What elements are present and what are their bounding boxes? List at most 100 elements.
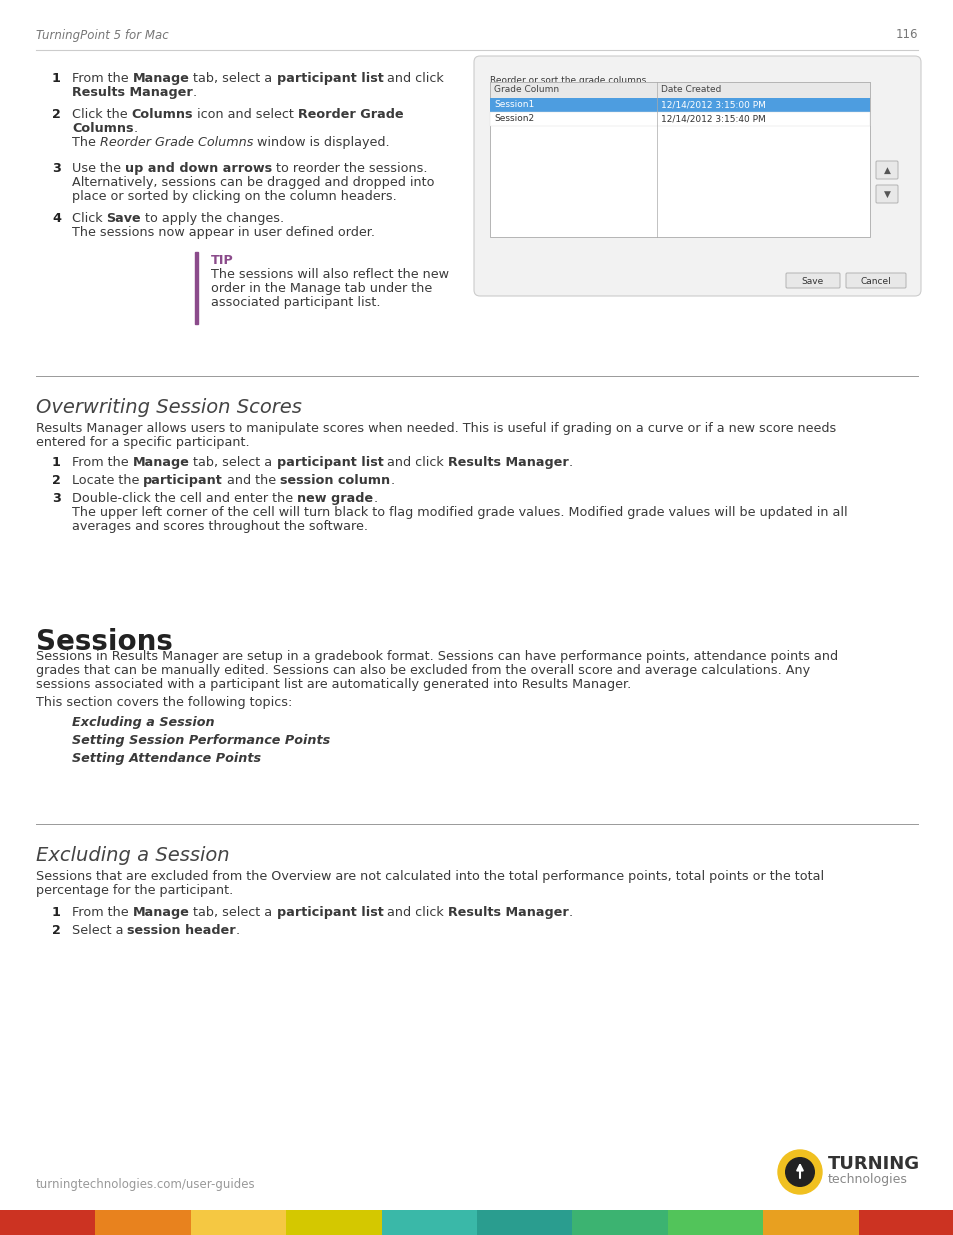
Text: Results Manager: Results Manager (448, 906, 568, 919)
Text: ▼: ▼ (882, 189, 889, 199)
Text: 3: 3 (52, 492, 61, 505)
Text: .: . (133, 122, 137, 135)
Text: 12/14/2012 3:15:40 PM: 12/14/2012 3:15:40 PM (660, 114, 765, 124)
Text: 2: 2 (52, 107, 61, 121)
Text: .: . (236, 924, 240, 937)
Text: From the: From the (71, 456, 132, 469)
Text: Reorder Grade Columns: Reorder Grade Columns (100, 136, 253, 149)
Text: and the: and the (223, 474, 280, 487)
Text: order in the Manage tab under the: order in the Manage tab under the (211, 282, 432, 295)
Text: Save: Save (801, 277, 823, 285)
Text: Setting Attendance Points: Setting Attendance Points (71, 752, 261, 764)
FancyBboxPatch shape (474, 56, 920, 296)
Text: participant list: participant list (276, 456, 383, 469)
Text: .: . (568, 456, 573, 469)
Text: ▲: ▲ (882, 165, 889, 174)
Text: From the: From the (71, 72, 132, 85)
Text: The: The (71, 136, 100, 149)
Text: .: . (390, 474, 395, 487)
Text: Setting Session Performance Points: Setting Session Performance Points (71, 734, 330, 747)
Bar (490, 112, 869, 126)
Text: Grade Column: Grade Column (494, 85, 558, 94)
Text: The sessions will also reflect the new: The sessions will also reflect the new (211, 268, 449, 282)
Text: place or sorted by clicking on the column headers.: place or sorted by clicking on the colum… (71, 190, 396, 203)
Text: Overwriting Session Scores: Overwriting Session Scores (36, 398, 301, 417)
Text: Alternatively, sessions can be dragged and dropped into: Alternatively, sessions can be dragged a… (71, 177, 434, 189)
Text: Use the: Use the (71, 162, 125, 175)
Bar (95, 1210, 192, 1235)
Text: entered for a specific participant.: entered for a specific participant. (36, 436, 250, 450)
FancyBboxPatch shape (875, 161, 897, 179)
Text: Date Created: Date Created (660, 85, 720, 94)
Text: associated participant list.: associated participant list. (211, 296, 380, 309)
Text: 12/14/2012 3:15:00 PM: 12/14/2012 3:15:00 PM (660, 100, 765, 109)
Text: Sessions: Sessions (36, 629, 172, 656)
Text: Manage: Manage (132, 456, 190, 469)
Text: participant list: participant list (276, 906, 383, 919)
Text: Results Manager: Results Manager (71, 86, 193, 99)
Text: technologies: technologies (827, 1173, 907, 1187)
Text: and click: and click (383, 456, 448, 469)
Text: turningtechnologies.com/user-guides: turningtechnologies.com/user-guides (36, 1178, 255, 1191)
Text: grades that can be manually edited. Sessions can also be excluded from the overa: grades that can be manually edited. Sess… (36, 664, 809, 677)
Text: Locate the: Locate the (71, 474, 143, 487)
Text: Save: Save (107, 212, 141, 225)
Text: 3: 3 (52, 162, 61, 175)
Text: 1: 1 (52, 72, 61, 85)
Text: sessions associated with a participant list are automatically generated into Res: sessions associated with a participant l… (36, 678, 631, 692)
Bar (286, 1210, 382, 1235)
Bar (191, 1210, 287, 1235)
Text: Sessions that are excluded from the Overview are not calculated into the total p: Sessions that are excluded from the Over… (36, 869, 823, 883)
Text: 1: 1 (52, 456, 61, 469)
Text: 116: 116 (895, 28, 917, 42)
Text: up and down arrows: up and down arrows (125, 162, 272, 175)
Text: Sessions in Results Manager are setup in a gradebook format. Sessions can have p: Sessions in Results Manager are setup in… (36, 650, 838, 663)
Text: .: . (193, 86, 196, 99)
Text: averages and scores throughout the software.: averages and scores throughout the softw… (71, 520, 368, 534)
Text: participant: participant (143, 474, 223, 487)
Text: session header: session header (128, 924, 236, 937)
Text: TurningPoint 5 for Mac: TurningPoint 5 for Mac (36, 28, 169, 42)
Bar (490, 98, 869, 112)
Text: new grade: new grade (296, 492, 373, 505)
Text: Select a: Select a (71, 924, 128, 937)
Text: percentage for the participant.: percentage for the participant. (36, 884, 233, 897)
Text: Session1: Session1 (494, 100, 534, 109)
Circle shape (785, 1157, 814, 1187)
Bar (667, 1210, 763, 1235)
Bar (0, 1210, 96, 1235)
Text: .: . (568, 906, 573, 919)
Text: 2: 2 (52, 924, 61, 937)
Bar (476, 1210, 573, 1235)
Text: Reorder Grade: Reorder Grade (297, 107, 403, 121)
Text: Results Manager: Results Manager (448, 456, 568, 469)
Text: participant list: participant list (276, 72, 383, 85)
Text: to reorder the sessions.: to reorder the sessions. (272, 162, 427, 175)
Bar (194, 252, 198, 324)
Text: .: . (373, 492, 377, 505)
Text: session column: session column (280, 474, 390, 487)
Text: Session2: Session2 (494, 114, 534, 124)
Text: TURNING: TURNING (827, 1155, 919, 1173)
Text: TIP: TIP (211, 254, 233, 267)
Text: This section covers the following topics:: This section covers the following topics… (36, 697, 292, 709)
Text: Results Manager allows users to manipulate scores when needed. This is useful if: Results Manager allows users to manipula… (36, 422, 836, 435)
Bar (572, 1210, 668, 1235)
Text: tab, select a: tab, select a (190, 72, 276, 85)
Text: icon and select: icon and select (193, 107, 297, 121)
Circle shape (778, 1150, 821, 1194)
Text: 4: 4 (52, 212, 61, 225)
Text: Manage: Manage (132, 906, 190, 919)
Bar (858, 1210, 953, 1235)
Text: Click the: Click the (71, 107, 132, 121)
Text: Cancel: Cancel (860, 277, 890, 285)
Text: and click: and click (383, 72, 444, 85)
Text: Columns: Columns (132, 107, 193, 121)
Text: tab, select a: tab, select a (190, 456, 276, 469)
Text: to apply the changes.: to apply the changes. (141, 212, 284, 225)
FancyBboxPatch shape (875, 185, 897, 203)
FancyBboxPatch shape (785, 273, 840, 288)
Text: Excluding a Session: Excluding a Session (36, 846, 230, 864)
Text: and click: and click (383, 906, 448, 919)
Text: window is displayed.: window is displayed. (253, 136, 390, 149)
